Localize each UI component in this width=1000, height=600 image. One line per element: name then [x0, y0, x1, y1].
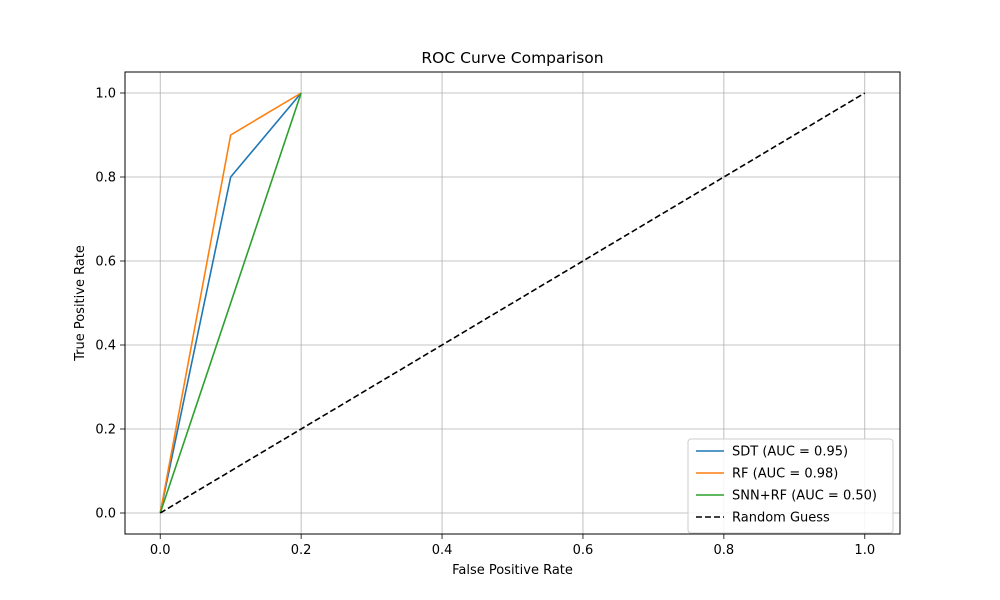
x-axis-ticks: 0.0 0.2 0.4 0.6 0.8 1.0	[150, 534, 875, 558]
series-line-1	[159, 92, 302, 514]
x-tick-label: 0.0	[150, 543, 171, 558]
grid-lines	[125, 72, 900, 534]
y-tick-label: 0.6	[95, 255, 116, 270]
series-line-0	[159, 92, 302, 514]
x-tick-label: 0.8	[714, 543, 735, 558]
y-tick-label: 0.4	[95, 339, 116, 354]
y-tick-label: 0.0	[95, 507, 116, 522]
y-axis-label: True Positive Rate	[73, 245, 88, 362]
legend: SDT (AUC = 0.95) RF (AUC = 0.98) SNN+RF (A…	[687, 438, 894, 534]
series-lines	[159, 92, 866, 514]
y-tick-label: 0.8	[95, 171, 116, 186]
legend-label: SNN+RF (AUC = 0.50)	[732, 489, 877, 504]
x-tick-label: 1.0	[854, 543, 875, 558]
legend-label: RF (AUC = 0.98)	[732, 467, 838, 482]
x-axis-label: False Positive Rate	[452, 563, 573, 578]
y-tick-label: 1.0	[95, 87, 116, 102]
x-tick-label: 0.4	[432, 543, 453, 558]
x-tick-label: 0.2	[291, 543, 312, 558]
legend-label: SDT (AUC = 0.95)	[732, 445, 848, 460]
y-tick-label: 0.2	[95, 423, 116, 438]
series-line-2	[159, 92, 302, 514]
plot-frame	[124, 71, 901, 535]
series-line-3	[159, 92, 866, 514]
legend-box	[687, 438, 894, 534]
legend-label: Random Guess	[732, 511, 830, 526]
y-axis-ticks: 0.0 0.2 0.4 0.6 0.8 1.0	[95, 87, 125, 522]
x-tick-label: 0.6	[573, 543, 594, 558]
chart-title: ROC Curve Comparison	[421, 49, 603, 67]
